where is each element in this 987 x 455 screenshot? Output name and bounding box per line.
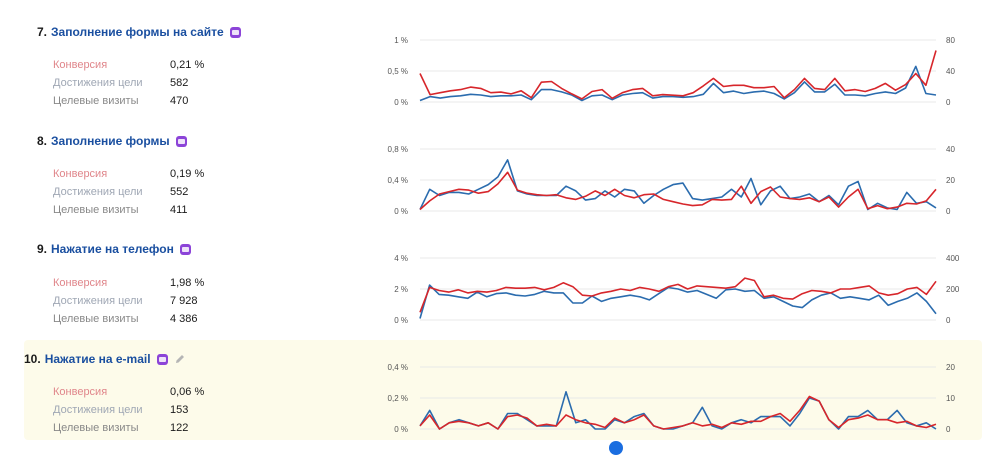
metric-value: 122 <box>170 422 189 434</box>
right-axis-tick-label: 20 <box>946 176 955 185</box>
metric-row-conversion: Конверсия 0,19 % <box>53 165 204 183</box>
goal-metrics: Конверсия 0,06 % Достижения цели 153 Целев… <box>53 383 204 437</box>
metric-row-conversion: Конверсия 0,06 % <box>53 383 204 401</box>
goal-chart[interactable]: 0,8 % 40 0,4 % 20 0 % 0 <box>370 139 970 229</box>
metric-row-reaches: Достижения цели 582 <box>53 74 204 92</box>
metric-value: 0,19 % <box>170 168 205 180</box>
goal-header: 7. Заполнение формы на сайте <box>37 25 241 39</box>
conversion-series-line <box>419 171 937 211</box>
metric-label: Достижения цели <box>53 404 143 416</box>
metric-row-visits: Целевые визиты 4 386 <box>53 310 204 328</box>
metric-label: Достижения цели <box>53 186 143 198</box>
visits-series-line <box>419 65 937 102</box>
goal-chart[interactable]: 1 % 80 0,5 % 40 0 % 0 <box>370 30 970 120</box>
metric-value: 470 <box>170 95 189 107</box>
visits-series-line <box>419 390 937 430</box>
pencil-icon[interactable] <box>174 353 186 365</box>
metric-value: 0,06 % <box>170 386 205 398</box>
metric-value: 0,21 % <box>170 59 205 71</box>
metric-value: 552 <box>170 186 189 198</box>
metric-row-reaches: Достижения цели 7 928 <box>53 292 204 310</box>
left-axis-tick-label: 1 % <box>394 36 408 45</box>
metric-label: Конверсия <box>53 386 108 398</box>
metric-label: Конверсия <box>53 59 108 71</box>
metric-label: Достижения цели <box>53 77 143 89</box>
goal-metrics: Конверсия 0,19 % Достижения цели 552 Целев… <box>53 165 204 219</box>
conversion-series-line <box>419 50 937 100</box>
metric-value: 582 <box>170 77 189 89</box>
scroll-indicator-dot[interactable] <box>609 441 623 455</box>
right-axis-tick-label: 0 <box>946 425 951 434</box>
right-axis-tick-label: 0 <box>946 207 951 216</box>
left-axis-tick-label: 0 % <box>394 98 408 107</box>
right-axis-tick-label: 80 <box>946 36 955 45</box>
left-axis-tick-label: 0 % <box>394 425 408 434</box>
metric-row-conversion: Конверсия 0,21 % <box>53 56 204 74</box>
goal-metrics: Конверсия 0,21 % Достижения цели 582 Целев… <box>53 56 204 110</box>
metric-label: Конверсия <box>53 277 108 289</box>
conversion-series-line <box>419 277 937 313</box>
goal-number: 7. <box>37 25 48 39</box>
right-axis-tick-label: 20 <box>946 363 955 372</box>
metric-row-visits: Целевые визиты 470 <box>53 92 204 110</box>
conversion-series-line <box>419 395 937 430</box>
metric-row-visits: Целевые визиты 411 <box>53 201 204 219</box>
left-axis-tick-label: 0,8 % <box>388 145 408 154</box>
left-axis-tick-label: 0 % <box>394 316 408 325</box>
right-axis-tick-label: 40 <box>946 145 955 154</box>
goal-header: 9. Нажатие на телефон <box>37 242 191 256</box>
goal-chart[interactable]: 4 % 400 2 % 200 0 % 0 <box>370 248 970 338</box>
goal-title-link[interactable]: Нажатие на e-mail <box>44 352 151 366</box>
right-axis-tick-label: 10 <box>946 394 955 403</box>
metric-label: Целевые визиты <box>53 313 139 325</box>
metric-label: Целевые визиты <box>53 204 139 216</box>
goal-card: 7. Заполнение формы на сайте Конверсия 0,… <box>0 0 987 115</box>
goal-title-link[interactable]: Заполнение формы <box>51 134 170 148</box>
goal-card: 9. Нажатие на телефон Конверсия 1,98 % До… <box>0 225 987 335</box>
left-axis-tick-label: 0,4 % <box>388 176 408 185</box>
goal-header: 8. Заполнение формы <box>37 134 187 148</box>
metric-value: 7 928 <box>170 295 198 307</box>
form-goal-icon <box>175 135 187 147</box>
goal-number: 8. <box>37 134 48 148</box>
visits-series-line <box>419 159 937 211</box>
metric-value: 1,98 % <box>170 277 205 289</box>
left-axis-tick-label: 0,4 % <box>388 363 408 372</box>
right-axis-tick-label: 400 <box>946 254 960 263</box>
metric-row-conversion: Конверсия 1,98 % <box>53 274 204 292</box>
metric-value: 4 386 <box>170 313 198 325</box>
right-axis-tick-label: 40 <box>946 67 955 76</box>
metric-row-reaches: Достижения цели 153 <box>53 401 204 419</box>
goal-metrics: Конверсия 1,98 % Достижения цели 7 928 Цел… <box>53 274 204 328</box>
goal-chart[interactable]: 0,4 % 20 0,2 % 10 0 % 0 <box>370 357 970 447</box>
phone-goal-icon <box>179 243 191 255</box>
right-axis-tick-label: 0 <box>946 98 951 107</box>
left-axis-tick-label: 0 % <box>394 207 408 216</box>
left-axis-tick-label: 2 % <box>394 285 408 294</box>
left-axis-tick-label: 4 % <box>394 254 408 263</box>
goal-title-link[interactable]: Заполнение формы на сайте <box>51 25 224 39</box>
right-axis-tick-label: 0 <box>946 316 951 325</box>
left-axis-tick-label: 0,2 % <box>388 394 408 403</box>
goal-card: 8. Заполнение формы Конверсия 0,19 % Дост… <box>0 115 987 225</box>
left-axis-tick-label: 0,5 % <box>388 67 408 76</box>
metric-label: Целевые визиты <box>53 422 139 434</box>
right-axis-tick-label: 200 <box>946 285 960 294</box>
goal-title-link[interactable]: Нажатие на телефон <box>51 242 174 256</box>
metric-value: 153 <box>170 404 189 416</box>
metric-label: Конверсия <box>53 168 108 180</box>
metric-value: 411 <box>170 204 188 216</box>
goal-number: 10. <box>24 352 41 366</box>
form-goal-icon <box>229 26 241 38</box>
metric-label: Достижения цели <box>53 295 143 307</box>
metric-row-reaches: Достижения цели 552 <box>53 183 204 201</box>
email-goal-icon <box>156 353 168 365</box>
metric-row-visits: Целевые визиты 122 <box>53 419 204 437</box>
visits-series-line <box>419 284 937 319</box>
goal-number: 9. <box>37 242 48 256</box>
goal-header: 10. Нажатие на e-mail <box>24 352 186 366</box>
metric-label: Целевые визиты <box>53 95 139 107</box>
